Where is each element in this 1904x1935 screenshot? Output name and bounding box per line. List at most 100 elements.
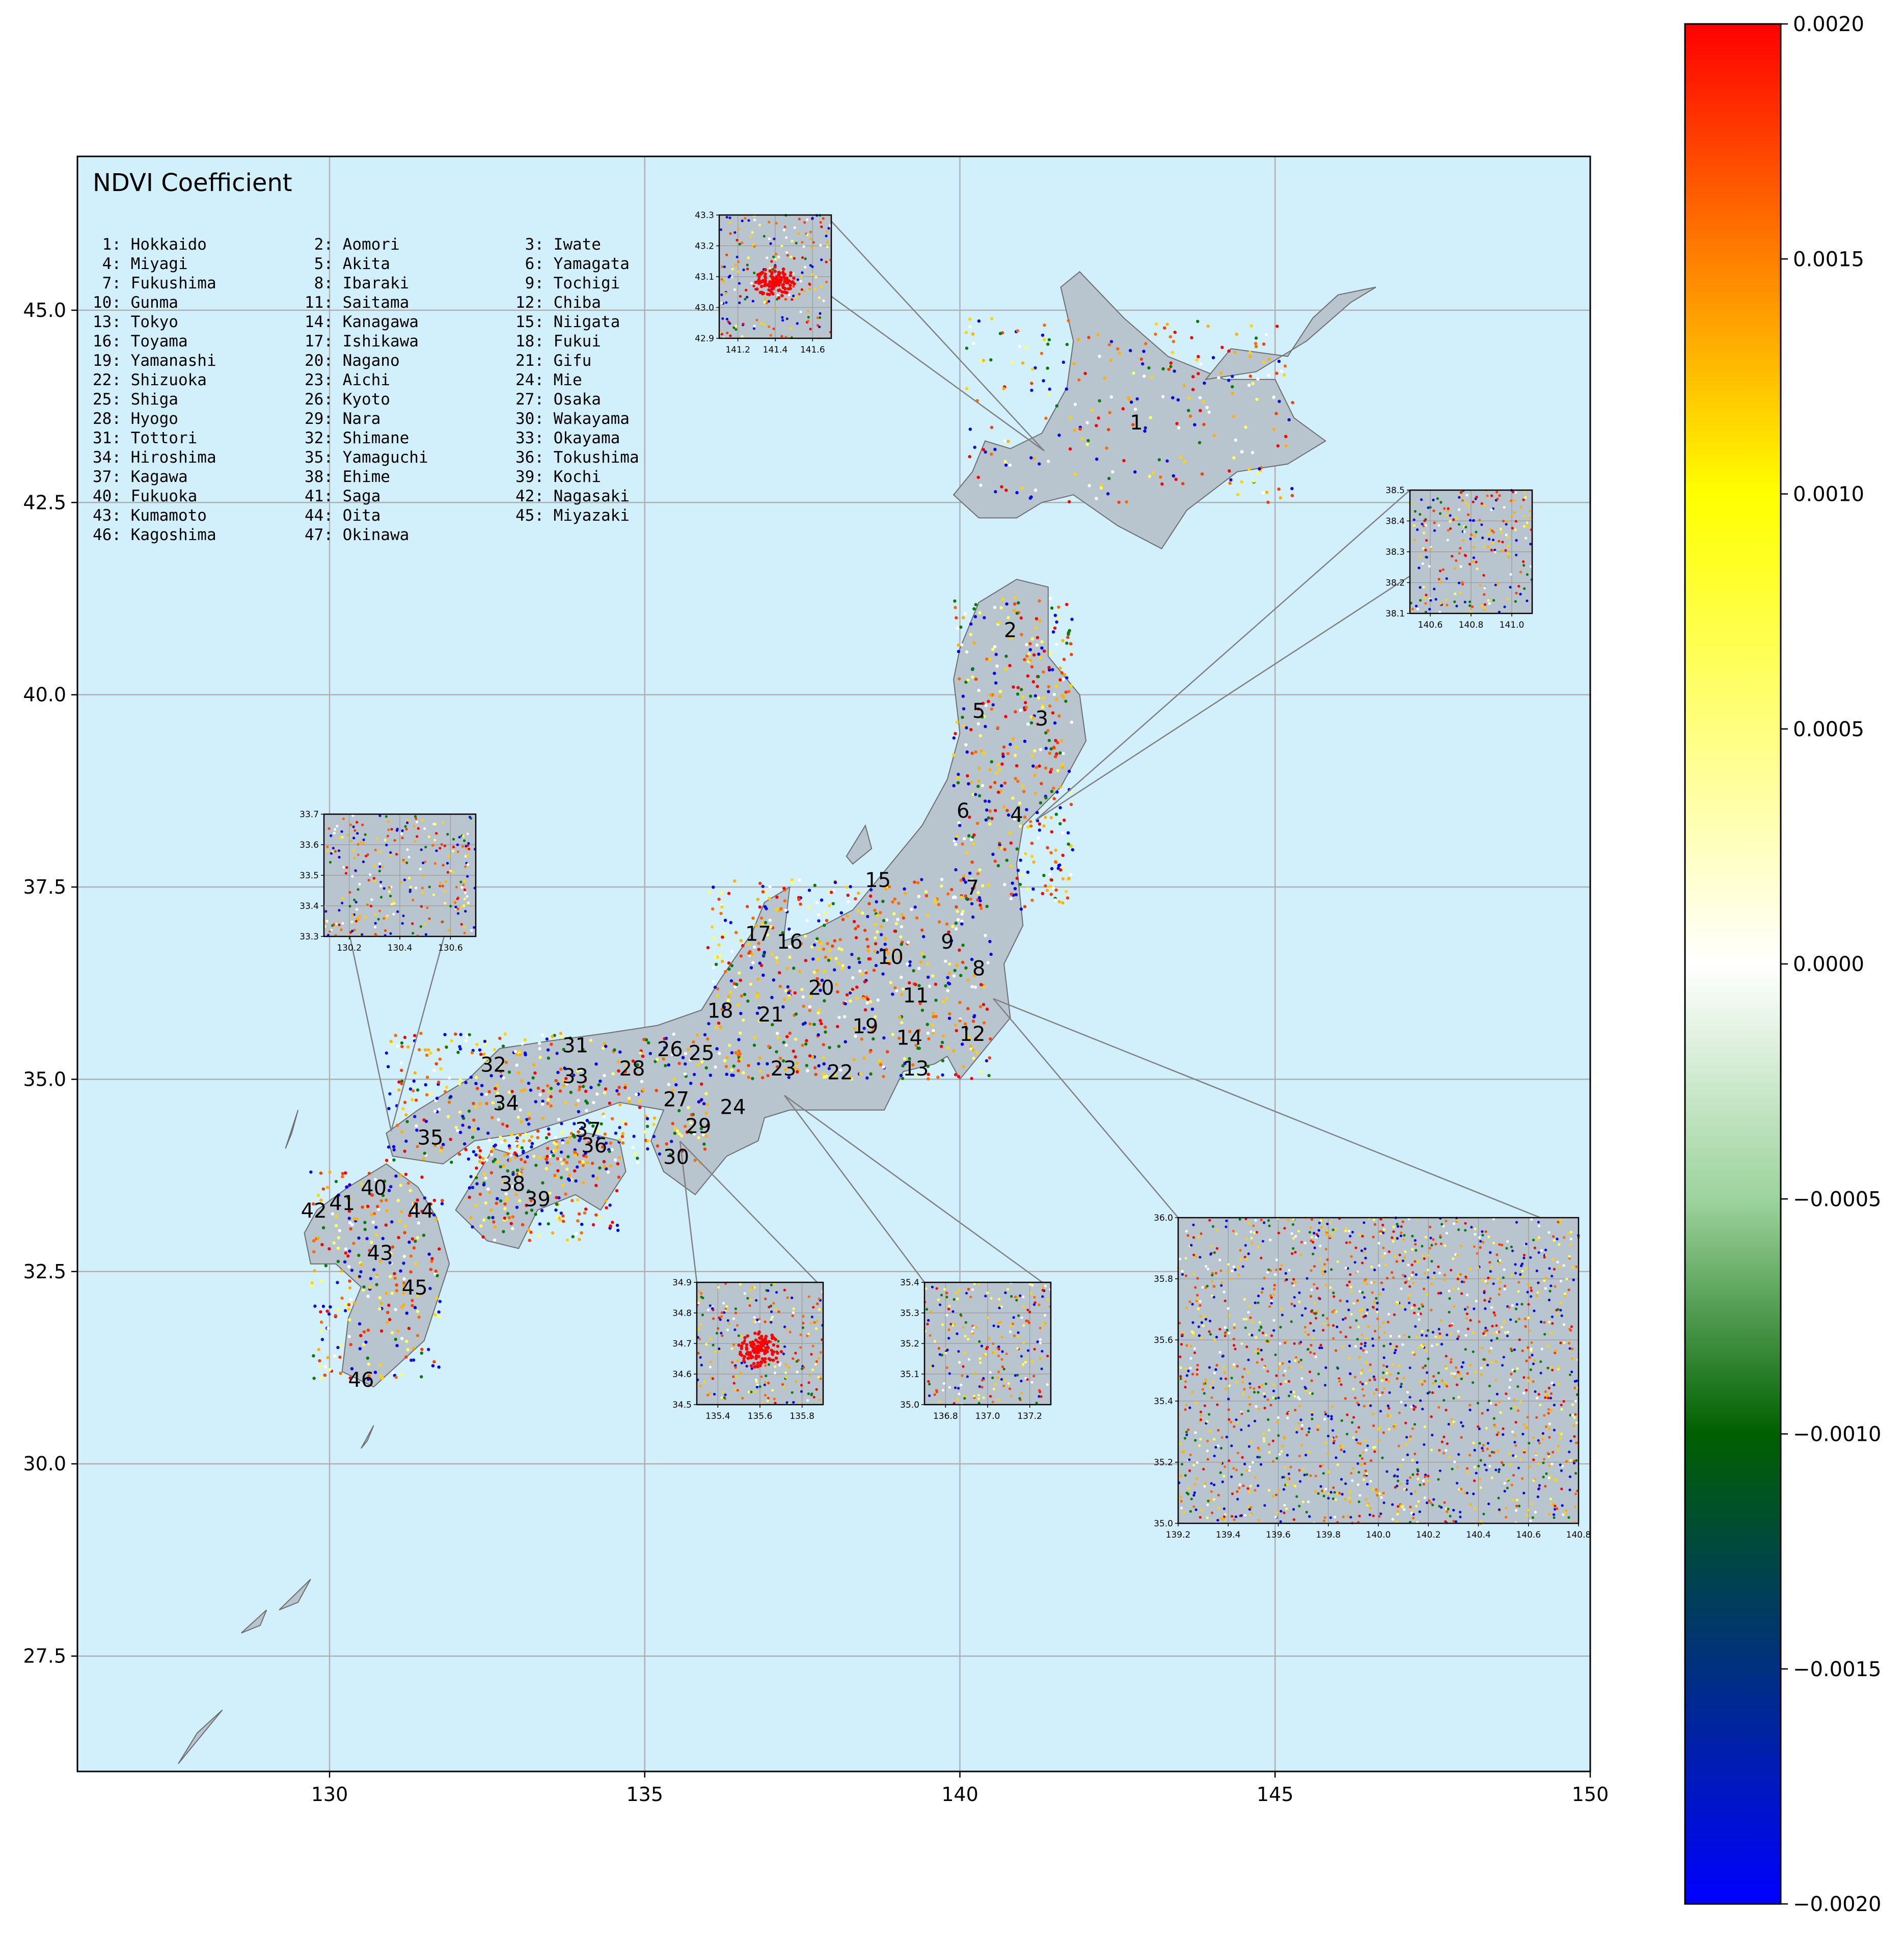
- inset-x-tick: 140.8: [1459, 620, 1484, 630]
- prefecture-number-label: 42: [301, 1199, 327, 1223]
- inset-x-tick: 135.6: [748, 1411, 773, 1421]
- colorbar-tick-label: 0.0010: [1793, 483, 1864, 506]
- inset-x-tick: 140.2: [1416, 1530, 1441, 1540]
- inset-x-tick: 130.4: [388, 943, 413, 953]
- prefecture-number-label: 2: [1004, 619, 1017, 642]
- legend-entry: 6: Yamagata: [515, 255, 630, 273]
- legend-entry: 11: Saitama: [305, 293, 409, 312]
- inset-y-tick: 38.2: [1385, 578, 1405, 588]
- x-tick-label: 135: [626, 1783, 663, 1806]
- legend-entry: 17: Ishikawa: [305, 332, 419, 351]
- prefecture-number-label: 45: [402, 1276, 428, 1300]
- prefecture-number-label: 34: [493, 1092, 519, 1115]
- legend-entry: 31: Tottori: [93, 429, 197, 447]
- main-map: 1234567891011121314151617181920212223242…: [23, 155, 1609, 1806]
- inset-leader-lines: [323, 214, 1579, 1289]
- inset-x-tick: 140.4: [1466, 1530, 1491, 1540]
- legend-entry: 33: Okayama: [515, 429, 620, 447]
- inset-x-tick: 139.4: [1216, 1530, 1241, 1540]
- inset-y-tick: 35.6: [1154, 1335, 1173, 1346]
- prefecture-number-label: 40: [361, 1176, 387, 1200]
- prefecture-number-label: 24: [720, 1095, 746, 1119]
- legend-entry: 10: Gunma: [93, 293, 178, 312]
- legend-entry: 20: Nagano: [305, 352, 400, 370]
- prefecture-number-label: 39: [525, 1188, 551, 1212]
- legend-entry: 8: Ibaraki: [305, 274, 409, 292]
- legend-entry: 19: Yamanashi: [93, 352, 216, 370]
- legend-entry: 23: Aichi: [305, 371, 390, 389]
- prefecture-number-label: 21: [758, 1003, 784, 1027]
- inset-x-tick: 141.4: [763, 345, 788, 355]
- legend-entry: 34: Hiroshima: [93, 448, 216, 467]
- colorbar-tick-label: −0.0010: [1793, 1423, 1881, 1446]
- inset-y-tick: 33.6: [300, 840, 319, 850]
- inset-y-tick: 35.1: [900, 1369, 919, 1380]
- legend-entry: 47: Okinawa: [305, 526, 409, 544]
- inset-x-tick: 140.6: [1418, 620, 1443, 630]
- prefecture-number-label: 14: [896, 1027, 922, 1050]
- inset-sendai: 140.6 140.8 141.0 38.1 38.2 38.3 38.4 38.5: [1385, 486, 1533, 630]
- inset-y-tick: 34.7: [672, 1339, 692, 1349]
- inset-x-tick: 140.0: [1366, 1530, 1391, 1540]
- inset-x-tick: 140.6: [1516, 1530, 1541, 1540]
- inset-y-tick: 35.2: [1154, 1458, 1173, 1468]
- inset-x-tick: 140.8: [1566, 1530, 1591, 1540]
- inset-y-tick: 43.3: [695, 210, 714, 221]
- inset-x-tick: 141.6: [800, 345, 825, 355]
- colorbar-tick-label: 0.0020: [1793, 13, 1864, 36]
- inset-y-tick: 35.4: [900, 1278, 919, 1288]
- prefecture-number-label: 13: [903, 1057, 929, 1081]
- y-tick-label: 30.0: [23, 1453, 66, 1475]
- inset-x-tick: 136.8: [933, 1411, 958, 1421]
- inset-y-tick: 43.1: [695, 272, 714, 282]
- inset-y-tick: 43.2: [695, 241, 714, 252]
- legend-entry: 29: Nara: [305, 410, 380, 428]
- inset-y-tick: 35.2: [900, 1339, 919, 1349]
- colorbar-tick-label: 0.0000: [1793, 953, 1864, 976]
- legend-entry: 30: Wakayama: [515, 410, 630, 428]
- x-tick-label: 140: [941, 1783, 978, 1806]
- legend-entry: 36: Tokushima: [515, 448, 639, 467]
- colorbar-tick-label: −0.0020: [1793, 1893, 1881, 1916]
- prefecture-number-label: 10: [878, 946, 904, 969]
- y-tick-label: 42.5: [23, 491, 66, 514]
- inset-x-tick: 139.8: [1316, 1530, 1341, 1540]
- legend-entry: 18: Fukui: [515, 332, 601, 351]
- y-tick-label: 45.0: [23, 299, 66, 321]
- prefecture-number-label: 20: [808, 976, 834, 1000]
- inset-osaka: 135.4 135.6 135.8 34.5 34.6 34.7 34.8 34.9: [672, 1278, 824, 1421]
- prefecture-number-label: 38: [499, 1172, 525, 1196]
- inset-y-tick: 33.5: [300, 871, 319, 881]
- legend-entry: 13: Tokyo: [93, 313, 178, 331]
- inset-x-tick: 137.2: [1017, 1411, 1042, 1421]
- inset-y-tick: 38.3: [1385, 547, 1405, 557]
- prefecture-number-label: 19: [852, 1015, 878, 1038]
- y-tick-label: 40.0: [23, 684, 66, 706]
- legend-entry: 39: Kochi: [515, 468, 601, 486]
- prefecture-number-label: 37: [575, 1119, 601, 1142]
- legend-entry: 16: Toyama: [93, 332, 188, 351]
- prefecture-number-label: 29: [685, 1115, 711, 1138]
- prefecture-number-label: 33: [562, 1065, 588, 1088]
- colorbar-ticks: 0.0020 0.0015 0.0010 0.0005 0.0000 −0.0005 −0.…: [1781, 13, 1881, 1916]
- legend-entry: 35: Yamaguchi: [305, 448, 428, 467]
- prefecture-number-label: 3: [1036, 707, 1048, 731]
- colorbar-tick-label: −0.0015: [1793, 1658, 1881, 1681]
- y-tick-label: 32.5: [23, 1260, 66, 1283]
- map-axis-ticks: 130 135 140 145 15027.530.032.535.037.540.04…: [23, 299, 1609, 1806]
- legend-entry: 46: Kagoshima: [93, 526, 216, 544]
- legend-entry: 37: Kagawa: [93, 468, 188, 486]
- prefecture-number-label: 43: [367, 1242, 393, 1265]
- legend-entry: 24: Mie: [515, 371, 582, 389]
- inset-y-tick: 34.5: [672, 1400, 692, 1410]
- y-tick-label: 35.0: [23, 1068, 66, 1090]
- inset-tokyo: 139.2 139.4 139.6 139.8 140.0 140.2 140.4 140.6…: [1154, 1213, 1591, 1540]
- inset-x-tick: 135.8: [790, 1411, 814, 1421]
- inset-y-tick: 34.9: [672, 1278, 692, 1288]
- legend-entry: 14: Kanagawa: [305, 313, 419, 331]
- prefecture-number-label: 27: [663, 1088, 689, 1111]
- colorbar-tick-label: 0.0005: [1793, 718, 1864, 741]
- x-tick-label: 130: [311, 1783, 348, 1806]
- colorbar-tick-label: 0.0015: [1793, 248, 1864, 271]
- legend-entry: 9: Tochigi: [515, 274, 620, 292]
